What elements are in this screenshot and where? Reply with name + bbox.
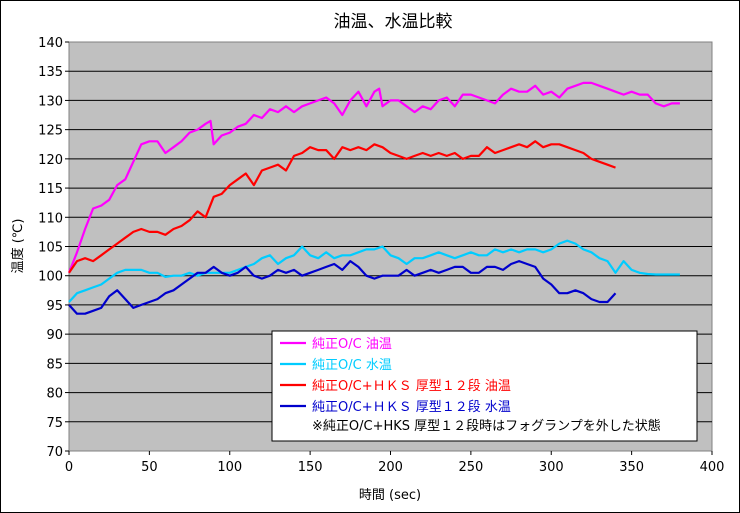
chart-title: 油温、水温比較 (334, 12, 453, 32)
y-tick-label: 110 (38, 211, 63, 226)
x-tick-label: 200 (378, 460, 403, 475)
y-tick-label: 140 (38, 36, 63, 51)
y-axis-label: 温度 (℃) (10, 219, 26, 274)
y-tick-label: 95 (46, 299, 63, 314)
y-tick-label: 125 (38, 124, 63, 139)
x-tick-label: 350 (619, 460, 644, 475)
y-tick-label: 75 (46, 416, 63, 431)
legend-label-3: 純正O/C+ＨＫＳ 厚型１２段 油温 (312, 379, 511, 394)
y-tick-label: 105 (38, 241, 63, 256)
y-tick-label: 115 (38, 182, 63, 197)
series-line-2 (68, 239, 680, 303)
x-tick-label: 100 (217, 460, 242, 475)
legend-label-1: 純正O/C 油温 (312, 337, 392, 352)
x-tick-label: 150 (298, 460, 323, 475)
legend-label-4: 純正O/C+ＨＫＳ 厚型１２段 水温 (312, 400, 511, 415)
y-axis-ticks: 70 75 80 85 90 95 100 105 110 115 120 125 130 135 140 (38, 36, 69, 460)
x-axis-label: 時間 (sec) (359, 488, 421, 503)
x-tick-label: 0 (65, 460, 73, 475)
y-tick-label: 80 (46, 387, 63, 402)
legend-label-2: 純正O/C 水温 (312, 358, 392, 373)
y-tick-label: 130 (38, 94, 63, 109)
x-tick-label: 300 (539, 460, 564, 475)
series-line-3 (68, 140, 616, 274)
y-tick-label: 135 (38, 65, 63, 80)
series-lines (67, 81, 680, 315)
y-tick-label: 120 (38, 153, 63, 168)
x-tick-label: 250 (458, 460, 483, 475)
x-axis-ticks: 0 50 100 150 200 250 300 350 400 (65, 451, 725, 475)
legend-note: ※純正O/C+HKS 厚型１２段時はフォグランプを外した状態 (312, 418, 661, 434)
series-line-4 (68, 260, 617, 315)
y-tick-label: 70 (46, 445, 63, 460)
legend-box (271, 330, 698, 442)
y-tick-label: 100 (38, 270, 63, 285)
y-tick-label: 85 (46, 357, 63, 372)
series-line-1 (67, 81, 680, 274)
x-tick-label: 400 (700, 460, 725, 475)
x-tick-label: 50 (141, 460, 158, 475)
y-tick-label: 90 (46, 328, 63, 343)
